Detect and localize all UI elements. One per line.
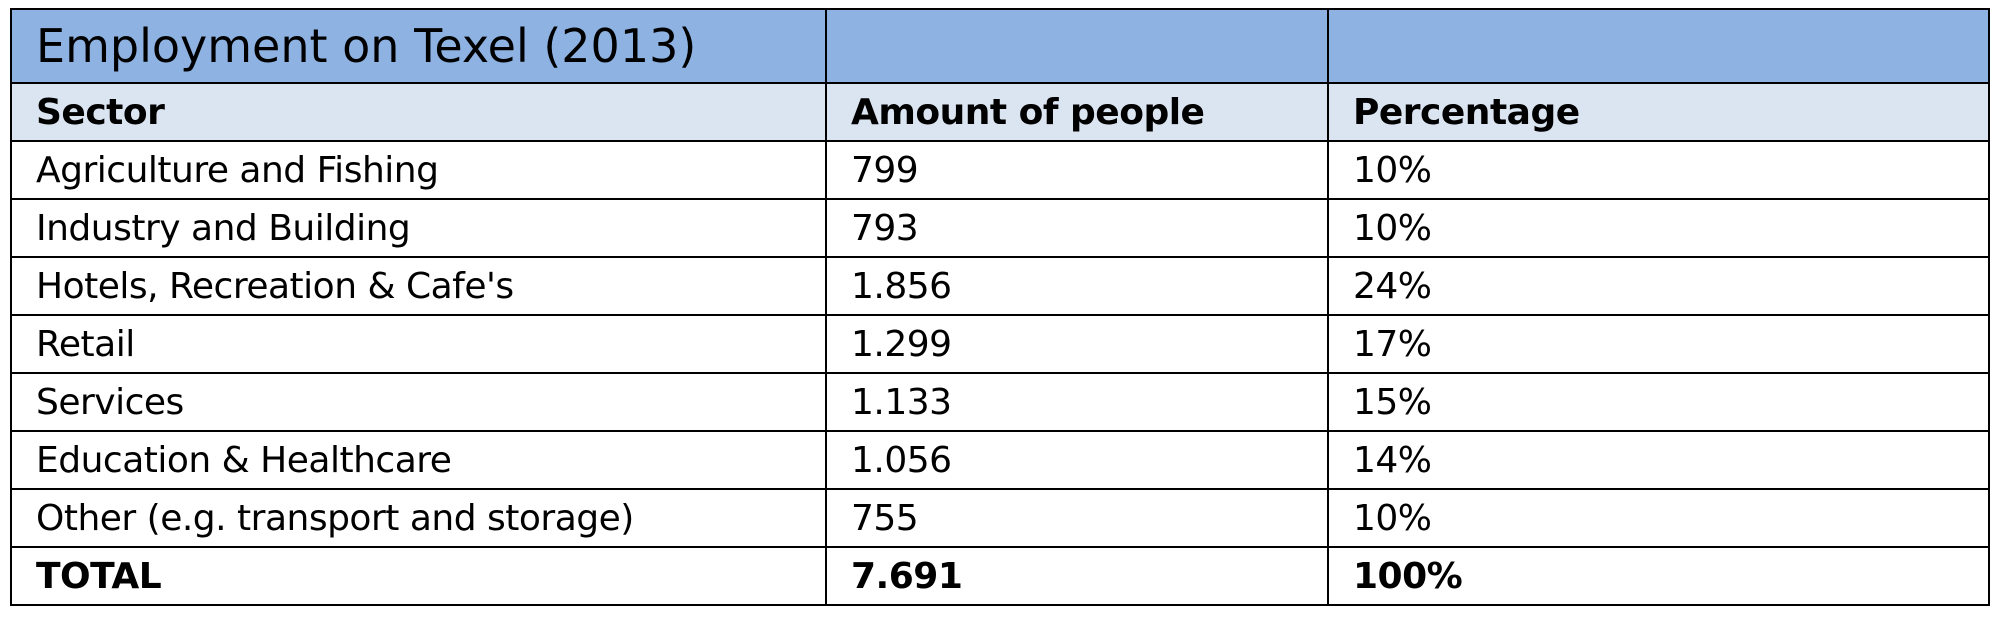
sector-cell: Other (e.g. transport and storage) xyxy=(10,488,827,548)
percentage-cell: 24% xyxy=(1327,256,1990,316)
sector-cell: Hotels, Recreation & Cafe's xyxy=(10,256,827,316)
percentage-cell: 17% xyxy=(1327,314,1990,374)
sector-cell: Industry and Building xyxy=(10,198,827,258)
title-empty-cell xyxy=(1327,8,1990,84)
sector-cell: Services xyxy=(10,372,827,432)
percentage-cell: 14% xyxy=(1327,430,1990,490)
percentage-cell: 10% xyxy=(1327,140,1990,200)
sector-cell: Agriculture and Fishing xyxy=(10,140,827,200)
total-amount: 7.691 xyxy=(825,546,1329,606)
table-title-row: Employment on Texel (2013) xyxy=(10,8,1990,84)
table-row: Services 1.133 15% xyxy=(10,372,1990,432)
amount-cell: 755 xyxy=(825,488,1329,548)
amount-cell: 1.856 xyxy=(825,256,1329,316)
table-row: Agriculture and Fishing 799 10% xyxy=(10,140,1990,200)
amount-cell: 1.133 xyxy=(825,372,1329,432)
total-label: TOTAL xyxy=(10,546,827,606)
column-header-sector: Sector xyxy=(10,82,827,142)
amount-cell: 793 xyxy=(825,198,1329,258)
sector-cell: Education & Healthcare xyxy=(10,430,827,490)
table-row: Education & Healthcare 1.056 14% xyxy=(10,430,1990,490)
total-row: TOTAL 7.691 100% xyxy=(10,546,1990,606)
table-row: Hotels, Recreation & Cafe's 1.856 24% xyxy=(10,256,1990,316)
table-row: Industry and Building 793 10% xyxy=(10,198,1990,258)
amount-cell: 1.299 xyxy=(825,314,1329,374)
title-empty-cell xyxy=(825,8,1329,84)
percentage-cell: 10% xyxy=(1327,488,1990,548)
total-percentage: 100% xyxy=(1327,546,1990,606)
amount-cell: 1.056 xyxy=(825,430,1329,490)
employment-table: Employment on Texel (2013) Sector Amount… xyxy=(10,8,1990,606)
amount-cell: 799 xyxy=(825,140,1329,200)
table-row: Other (e.g. transport and storage) 755 1… xyxy=(10,488,1990,548)
percentage-cell: 15% xyxy=(1327,372,1990,432)
column-header-amount: Amount of people xyxy=(825,82,1329,142)
table-header-row: Sector Amount of people Percentage xyxy=(10,82,1990,142)
sector-cell: Retail xyxy=(10,314,827,374)
table-row: Retail 1.299 17% xyxy=(10,314,1990,374)
table-title: Employment on Texel (2013) xyxy=(10,8,827,84)
column-header-percentage: Percentage xyxy=(1327,82,1990,142)
percentage-cell: 10% xyxy=(1327,198,1990,258)
